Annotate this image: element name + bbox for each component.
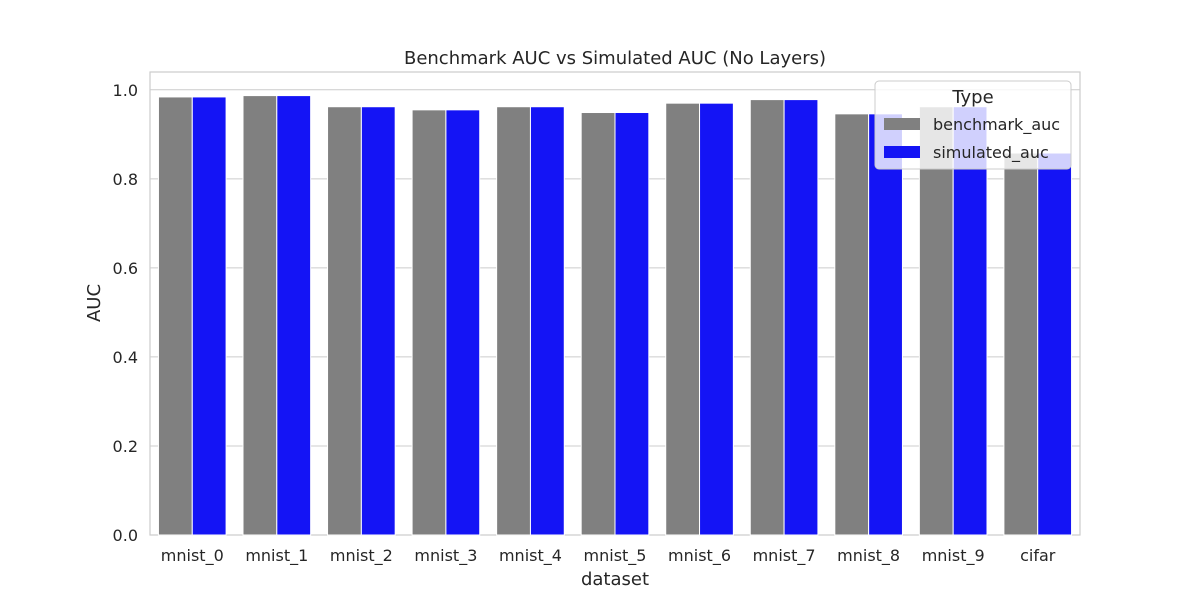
bar-simulated_auc-cifar xyxy=(1037,152,1073,536)
bar-simulated_auc-mnist_1 xyxy=(276,95,312,536)
y-tick-label: 0.6 xyxy=(113,259,138,278)
y-tick-labels: 0.0 0.2 0.4 0.6 0.8 1.0 xyxy=(113,81,138,545)
y-tick-label: 0.2 xyxy=(113,437,138,456)
x-tick-label: mnist_0 xyxy=(161,546,224,566)
x-tick-label: mnist_9 xyxy=(922,546,985,566)
x-axis-title: dataset xyxy=(581,569,649,590)
legend: Type benchmark_auc simulated_auc xyxy=(874,80,1072,170)
x-tick-label: cifar xyxy=(1020,546,1056,565)
bar-simulated_auc-mnist_5 xyxy=(614,112,650,536)
x-tick-label: mnist_4 xyxy=(499,546,562,566)
x-tick-label: mnist_7 xyxy=(753,546,816,566)
x-tick-label: mnist_6 xyxy=(668,546,731,566)
legend-swatch-simulated xyxy=(884,146,920,158)
bar-simulated_auc-mnist_8 xyxy=(868,113,903,536)
y-tick-label: 0.8 xyxy=(113,170,138,189)
legend-title: Type xyxy=(951,87,993,108)
legend-label-benchmark: benchmark_auc xyxy=(933,115,1060,135)
y-tick-label: 0.4 xyxy=(113,348,138,367)
bar-simulated_auc-mnist_4 xyxy=(529,106,565,536)
bar-benchmark_auc-mnist_7 xyxy=(749,99,785,536)
y-axis-title: AUC xyxy=(84,284,105,322)
bar-benchmark_auc-mnist_1 xyxy=(242,95,278,536)
bar-benchmark_auc-mnist_9 xyxy=(918,106,954,536)
bar-simulated_auc-mnist_9 xyxy=(952,106,988,536)
legend-label-simulated: simulated_auc xyxy=(933,143,1049,163)
bar-benchmark_auc-cifar xyxy=(1003,152,1039,536)
bar-simulated_auc-mnist_7 xyxy=(783,99,819,536)
bar-benchmark_auc-mnist_6 xyxy=(665,102,701,536)
x-tick-label: mnist_1 xyxy=(245,546,308,566)
bar-benchmark_auc-mnist_4 xyxy=(496,106,531,536)
y-tick-label: 1.0 xyxy=(113,81,138,100)
bar-benchmark_auc-mnist_2 xyxy=(327,106,362,536)
bar-simulated_auc-mnist_6 xyxy=(699,102,734,536)
bar-benchmark_auc-mnist_8 xyxy=(834,113,870,536)
x-tick-label: mnist_5 xyxy=(584,546,647,566)
bar-simulated_auc-mnist_0 xyxy=(191,96,227,536)
x-tick-label: mnist_3 xyxy=(414,546,477,566)
x-tick-labels: mnist_0 mnist_1 mnist_2 mnist_3 mnist_4 mnist… xyxy=(161,546,1056,566)
chart-title: Benchmark AUC vs Simulated AUC (No Layer… xyxy=(404,48,826,69)
x-tick-label: mnist_2 xyxy=(330,546,393,566)
x-tick-label: mnist_8 xyxy=(837,546,900,566)
legend-swatch-benchmark xyxy=(884,118,920,130)
bar-benchmark_auc-mnist_3 xyxy=(411,109,447,536)
legend-box xyxy=(874,80,1072,170)
bar-benchmark_auc-mnist_0 xyxy=(157,96,193,536)
y-tick-label: 0.0 xyxy=(113,526,138,545)
bars xyxy=(157,95,1073,536)
bar-benchmark_auc-mnist_5 xyxy=(580,112,616,536)
bar-simulated_auc-mnist_3 xyxy=(445,109,481,536)
bar-simulated_auc-mnist_2 xyxy=(360,106,396,536)
